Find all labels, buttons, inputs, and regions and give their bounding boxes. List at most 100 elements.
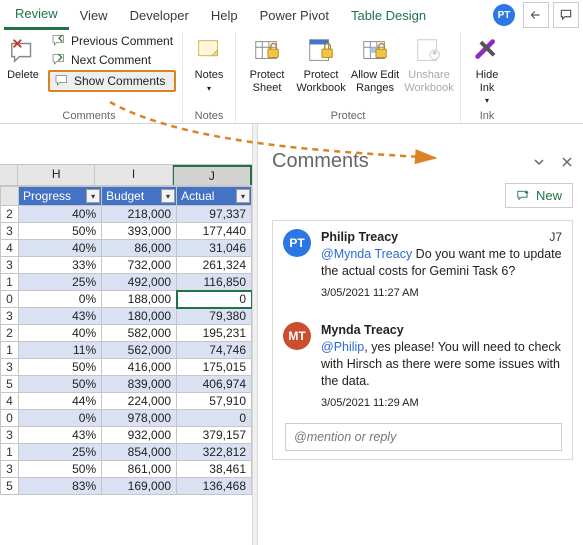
share-button[interactable] <box>523 2 549 28</box>
tab-review[interactable]: Review <box>4 0 69 30</box>
cell-progress[interactable]: 0% <box>19 291 102 308</box>
table-row[interactable]: 3 43% 180,000 79,380 <box>1 308 252 325</box>
cell-progress[interactable]: 43% <box>19 427 102 444</box>
cell-budget[interactable]: 562,000 <box>102 342 177 359</box>
cell-actual[interactable]: 379,157 <box>177 427 252 444</box>
cell-budget[interactable]: 861,000 <box>102 461 177 478</box>
table-row[interactable]: 0 0% 978,000 0 <box>1 410 252 427</box>
cell-progress[interactable]: 25% <box>19 444 102 461</box>
table-row[interactable]: 3 33% 732,000 261,324 <box>1 257 252 274</box>
cell-actual[interactable]: 195,231 <box>177 325 252 342</box>
cell-budget[interactable]: 169,000 <box>102 478 177 495</box>
filter-icon[interactable]: ▾ <box>236 189 250 203</box>
tab-help[interactable]: Help <box>200 2 249 29</box>
th-budget[interactable]: Budget▾ <box>102 187 177 206</box>
tab-table-design[interactable]: Table Design <box>340 2 437 29</box>
cell-progress[interactable]: 40% <box>19 206 102 223</box>
cell-actual[interactable]: 57,910 <box>177 393 252 410</box>
table-row[interactable]: 1 11% 562,000 74,746 <box>1 342 252 359</box>
table-row[interactable]: 2 40% 218,000 97,337 <box>1 206 252 223</box>
filter-icon[interactable]: ▾ <box>161 189 175 203</box>
table-row[interactable]: 2 40% 582,000 195,231 <box>1 325 252 342</box>
cell-budget[interactable]: 188,000 <box>102 291 177 308</box>
cell-progress[interactable]: 44% <box>19 393 102 410</box>
cell-progress[interactable]: 50% <box>19 461 102 478</box>
filter-icon[interactable]: ▾ <box>86 189 100 203</box>
cell-progress[interactable]: 0% <box>19 410 102 427</box>
cell-ref[interactable]: J7 <box>549 229 562 245</box>
cell-actual[interactable]: 74,746 <box>177 342 252 359</box>
comments-toggle-button[interactable] <box>553 2 579 28</box>
mention[interactable]: @Philip <box>321 340 364 354</box>
cell-actual[interactable]: 31,046 <box>177 240 252 257</box>
cell-progress[interactable]: 50% <box>19 359 102 376</box>
table-row[interactable]: 4 40% 86,000 31,046 <box>1 240 252 257</box>
col-header-j[interactable]: J <box>173 165 252 185</box>
cell-actual[interactable]: 261,324 <box>177 257 252 274</box>
table-row[interactable]: 3 43% 932,000 379,157 <box>1 427 252 444</box>
cell-budget[interactable]: 224,000 <box>102 393 177 410</box>
cell-progress[interactable]: 11% <box>19 342 102 359</box>
cell-progress[interactable]: 25% <box>19 274 102 291</box>
cell-progress[interactable]: 33% <box>19 257 102 274</box>
cell-budget[interactable]: 218,000 <box>102 206 177 223</box>
cell-actual[interactable]: 116,850 <box>177 274 252 291</box>
reply-input[interactable]: @mention or reply <box>285 423 562 451</box>
cell-actual[interactable]: 97,337 <box>177 206 252 223</box>
show-comments-button[interactable]: Show Comments <box>48 70 176 92</box>
cell-actual[interactable]: 406,974 <box>177 376 252 393</box>
cell-actual[interactable]: 0 <box>177 291 252 308</box>
table-row[interactable]: 5 50% 839,000 406,974 <box>1 376 252 393</box>
protect-workbook-button[interactable]: Protect Workbook <box>296 32 346 94</box>
tab-view[interactable]: View <box>69 2 119 29</box>
tab-power-pivot[interactable]: Power Pivot <box>249 2 340 29</box>
next-comment-button[interactable]: Next Comment <box>48 51 176 69</box>
cell-actual[interactable]: 175,015 <box>177 359 252 376</box>
cell-actual[interactable]: 0 <box>177 410 252 427</box>
cell-progress[interactable]: 40% <box>19 325 102 342</box>
cell-progress[interactable]: 43% <box>19 308 102 325</box>
cell-budget[interactable]: 180,000 <box>102 308 177 325</box>
cell-budget[interactable]: 416,000 <box>102 359 177 376</box>
cell-actual[interactable]: 136,468 <box>177 478 252 495</box>
cell-actual[interactable]: 38,461 <box>177 461 252 478</box>
cell-budget[interactable]: 492,000 <box>102 274 177 291</box>
cell-progress[interactable]: 83% <box>19 478 102 495</box>
table-row[interactable]: 5 83% 169,000 136,468 <box>1 478 252 495</box>
table-row[interactable]: 3 50% 393,000 177,440 <box>1 223 252 240</box>
cell-progress[interactable]: 50% <box>19 376 102 393</box>
user-avatar[interactable]: PT <box>493 4 515 26</box>
cell-actual[interactable]: 322,812 <box>177 444 252 461</box>
cell-budget[interactable]: 839,000 <box>102 376 177 393</box>
cell-budget[interactable]: 854,000 <box>102 444 177 461</box>
table-row[interactable]: 4 44% 224,000 57,910 <box>1 393 252 410</box>
cell-budget[interactable]: 932,000 <box>102 427 177 444</box>
hide-ink-button[interactable]: Hide Ink▾ <box>467 32 507 107</box>
mention[interactable]: @Mynda Treacy <box>321 247 412 261</box>
spreadsheet[interactable]: H I J Progress▾ Budget▾ Actual▾ 2 40% 21… <box>0 124 252 545</box>
col-header-h[interactable]: H <box>18 165 95 185</box>
panel-menu-icon[interactable] <box>533 156 545 168</box>
col-header-i[interactable]: I <box>95 165 172 185</box>
tab-developer[interactable]: Developer <box>119 2 200 29</box>
table-row[interactable]: 1 25% 854,000 322,812 <box>1 444 252 461</box>
table-row[interactable]: 3 50% 416,000 175,015 <box>1 359 252 376</box>
table-row[interactable]: 3 50% 861,000 38,461 <box>1 461 252 478</box>
table-row[interactable]: 0 0% 188,000 0 <box>1 291 252 308</box>
notes-button[interactable]: Notes▾ <box>189 32 229 94</box>
cell-budget[interactable]: 86,000 <box>102 240 177 257</box>
cell-progress[interactable]: 40% <box>19 240 102 257</box>
th-progress[interactable]: Progress▾ <box>19 187 102 206</box>
cell-budget[interactable]: 732,000 <box>102 257 177 274</box>
cell-progress[interactable]: 50% <box>19 223 102 240</box>
previous-comment-button[interactable]: Previous Comment <box>48 32 176 50</box>
th-actual[interactable]: Actual▾ <box>177 187 252 206</box>
allow-edit-ranges-button[interactable]: Allow Edit Ranges <box>350 32 400 94</box>
table-row[interactable]: 1 25% 492,000 116,850 <box>1 274 252 291</box>
cell-actual[interactable]: 177,440 <box>177 223 252 240</box>
cell-actual[interactable]: 79,380 <box>177 308 252 325</box>
cell-budget[interactable]: 393,000 <box>102 223 177 240</box>
cell-budget[interactable]: 978,000 <box>102 410 177 427</box>
cell-budget[interactable]: 582,000 <box>102 325 177 342</box>
close-icon[interactable] <box>561 156 573 168</box>
